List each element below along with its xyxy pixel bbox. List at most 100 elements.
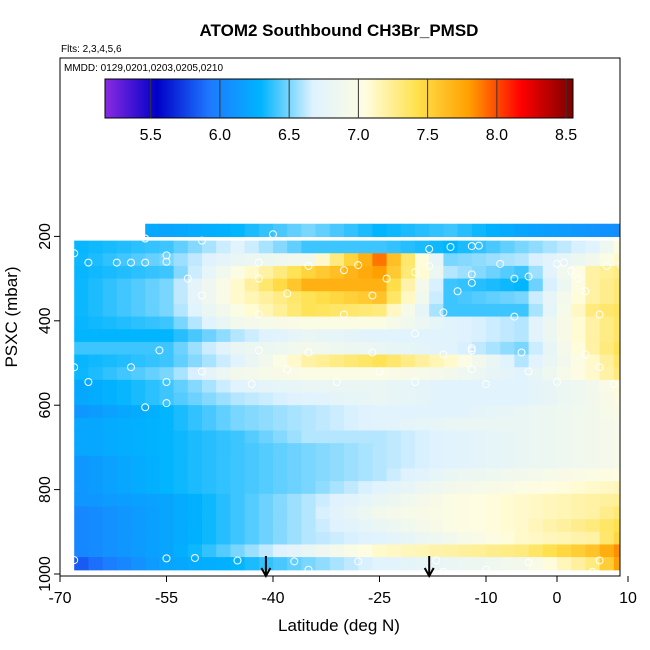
observation-point bbox=[439, 308, 448, 317]
heatmap-cell bbox=[116, 303, 132, 318]
heatmap-cell bbox=[216, 506, 231, 520]
observation-point bbox=[332, 377, 341, 386]
heatmap-cell bbox=[486, 443, 501, 457]
heatmap-cell bbox=[145, 316, 160, 330]
heatmap-cell bbox=[500, 405, 515, 419]
heatmap-cell bbox=[486, 481, 501, 495]
heatmap-cell bbox=[443, 557, 459, 571]
heatmap-cell bbox=[230, 430, 246, 444]
heatmap-cell bbox=[415, 455, 430, 470]
heatmap-cell bbox=[244, 405, 260, 419]
heatmap-cell bbox=[557, 392, 572, 406]
observation-point bbox=[304, 261, 313, 270]
heatmap-cell bbox=[287, 455, 302, 470]
heatmap-cell bbox=[88, 316, 104, 330]
heatmap-cell bbox=[187, 329, 203, 343]
observation-point bbox=[112, 258, 121, 267]
heatmap-cell bbox=[88, 405, 104, 419]
heatmap-cell bbox=[628, 317, 643, 330]
heatmap-cell bbox=[528, 455, 544, 470]
heatmap-cell bbox=[471, 531, 487, 546]
heatmap-cell bbox=[386, 303, 402, 318]
heatmap-cell bbox=[628, 304, 643, 317]
heatmap-cell bbox=[159, 367, 175, 381]
heatmap-cell bbox=[344, 544, 359, 558]
heatmap-cell bbox=[116, 341, 132, 356]
observation-point bbox=[496, 259, 505, 268]
heatmap-cell bbox=[542, 557, 558, 571]
heatmap-cell bbox=[585, 468, 601, 482]
heatmap-cell bbox=[585, 291, 601, 305]
heatmap-cell bbox=[216, 481, 231, 495]
heatmap-cell bbox=[599, 367, 615, 381]
heatmap-cell bbox=[287, 354, 302, 368]
heatmap-cell bbox=[514, 291, 530, 305]
heatmap-cell bbox=[273, 392, 288, 406]
heatmap-cell bbox=[202, 303, 217, 318]
colorbar-tick-label: 7.0 bbox=[347, 127, 369, 144]
heatmap-cell bbox=[131, 303, 146, 318]
heatmap-cell bbox=[230, 303, 246, 318]
heatmap-cell bbox=[159, 443, 175, 457]
heatmap-cell bbox=[642, 304, 650, 317]
heatmap-cell bbox=[88, 519, 104, 533]
observation-point bbox=[70, 249, 79, 258]
heatmap-cell bbox=[230, 316, 246, 330]
heatmap-cell bbox=[88, 265, 104, 280]
plot-frame bbox=[59, 57, 621, 577]
heatmap-cell bbox=[287, 417, 302, 432]
heatmap-cell bbox=[486, 506, 501, 520]
heatmap-cell bbox=[358, 493, 373, 508]
heatmap-cell bbox=[344, 531, 359, 546]
heatmap-cell bbox=[514, 519, 530, 533]
heatmap-cell bbox=[642, 532, 650, 545]
heatmap-cell bbox=[329, 506, 345, 520]
heatmap-cell bbox=[457, 481, 473, 495]
heatmap-cell bbox=[187, 481, 203, 495]
heatmap-cell bbox=[329, 443, 345, 457]
heatmap-cell bbox=[613, 531, 620, 546]
heatmap-cell bbox=[400, 379, 416, 394]
heatmap-cell bbox=[628, 393, 643, 406]
heatmap-cell bbox=[400, 430, 416, 444]
heatmap-cell bbox=[415, 430, 430, 444]
heatmap-cell bbox=[372, 379, 388, 394]
heatmap-cell bbox=[74, 379, 89, 394]
heatmap-cell bbox=[329, 329, 345, 343]
heatmap-cell bbox=[131, 278, 146, 292]
heatmap-cell bbox=[159, 506, 175, 520]
heatmap-cell bbox=[244, 316, 260, 330]
heatmap-cell bbox=[244, 493, 260, 508]
heatmap-cell bbox=[230, 392, 246, 406]
heatmap-cell bbox=[415, 367, 430, 381]
heatmap-cell bbox=[500, 379, 515, 394]
heatmap-cell bbox=[500, 531, 515, 546]
heatmap-cell bbox=[258, 417, 274, 432]
heatmap-cell bbox=[486, 417, 501, 432]
heatmap-cell bbox=[74, 531, 89, 546]
heatmap-cell bbox=[571, 531, 586, 546]
heatmap-cell bbox=[301, 481, 317, 495]
heatmap-cell bbox=[258, 481, 274, 495]
heatmap-cell bbox=[486, 392, 501, 406]
heatmap-cell bbox=[642, 342, 650, 355]
observation-point bbox=[432, 556, 441, 565]
heatmap-cell bbox=[642, 544, 650, 557]
heatmap-cell bbox=[273, 223, 288, 237]
heatmap-cell bbox=[528, 223, 544, 237]
heatmap-cell bbox=[429, 468, 444, 482]
heatmap-cell bbox=[116, 455, 132, 470]
heatmap-cell bbox=[613, 303, 620, 318]
observation-point bbox=[411, 329, 419, 338]
heatmap-cell bbox=[173, 316, 189, 330]
heatmap-cell bbox=[74, 303, 89, 318]
heatmap-cell bbox=[102, 354, 118, 368]
heatmap-cell bbox=[273, 455, 288, 470]
heatmap-cell bbox=[88, 329, 104, 343]
heatmap-cell bbox=[557, 443, 572, 457]
heatmap-cell bbox=[599, 430, 615, 444]
heatmap-cell bbox=[585, 405, 601, 419]
heatmap-cell bbox=[599, 329, 615, 343]
heatmap-cell bbox=[244, 223, 260, 237]
heatmap-cell bbox=[116, 531, 132, 546]
